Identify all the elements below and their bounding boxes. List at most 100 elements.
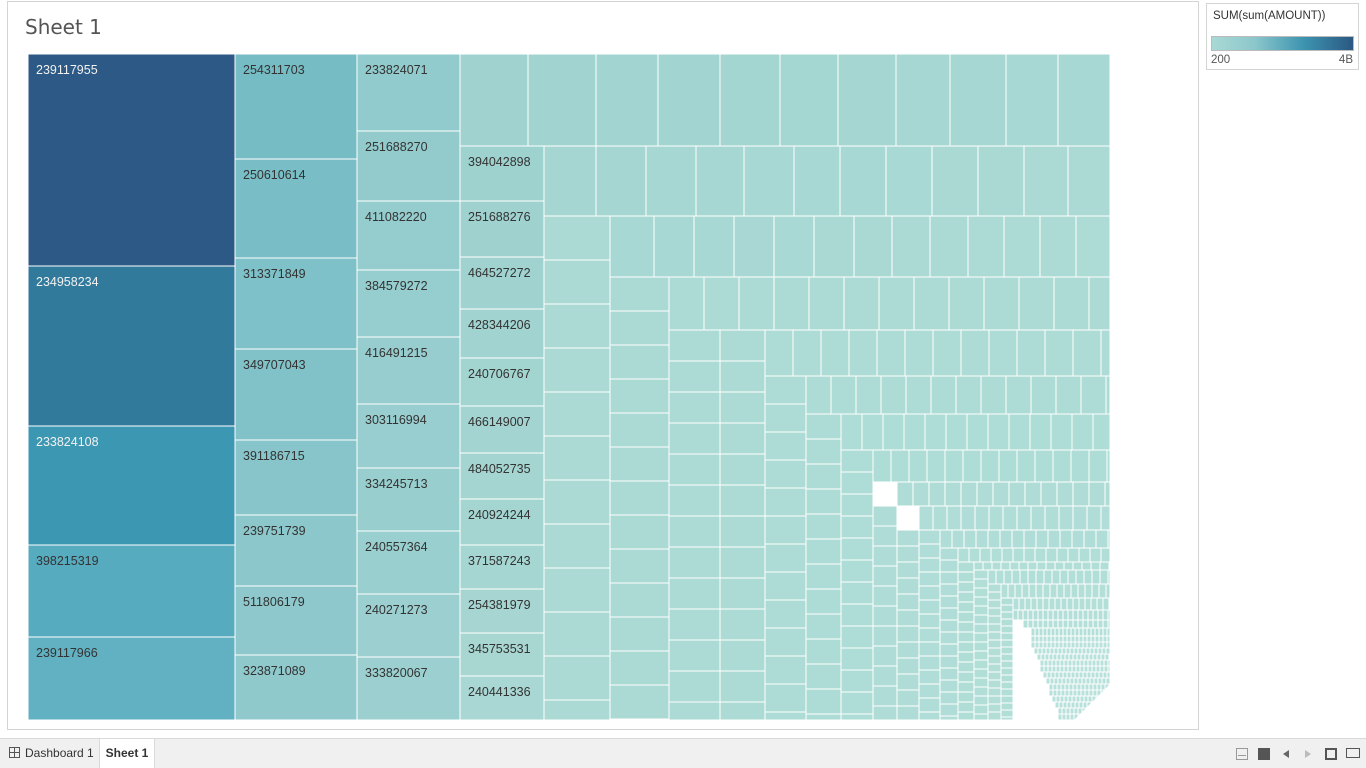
treemap-cell[interactable] (1076, 683, 1082, 691)
tab-dashboard-1[interactable]: Dashboard 1 (5, 739, 97, 768)
treemap-cell[interactable] (805, 513, 842, 540)
treemap-cell[interactable] (1030, 505, 1046, 531)
treemap-cell[interactable] (939, 619, 959, 633)
treemap-cell[interactable] (1100, 547, 1110, 563)
treemap-cell[interactable] (1045, 547, 1058, 563)
treemap-cell[interactable] (234, 439, 358, 516)
treemap-cell[interactable] (1096, 597, 1104, 611)
treemap-cell[interactable] (957, 651, 975, 663)
treemap-cell[interactable] (1027, 569, 1037, 585)
treemap-cell[interactable] (973, 569, 989, 580)
treemap-cell[interactable] (1055, 665, 1061, 673)
treemap-cell[interactable] (998, 449, 1018, 483)
treemap-cell[interactable] (908, 449, 928, 483)
treemap-cell[interactable] (805, 613, 842, 640)
treemap-cell[interactable] (853, 215, 893, 278)
treemap-cell[interactable] (872, 625, 898, 647)
treemap-cell[interactable] (1038, 627, 1044, 637)
treemap-cell[interactable] (918, 585, 941, 601)
treemap-cell[interactable] (1099, 665, 1105, 673)
treemap-cell[interactable] (653, 215, 695, 278)
treemap-cell[interactable] (840, 413, 863, 451)
treemap-cell[interactable] (987, 413, 1010, 451)
treemap-cell[interactable] (609, 718, 670, 720)
treemap-cell[interactable] (719, 329, 766, 362)
treemap-cell[interactable] (1018, 561, 1029, 571)
treemap-cell[interactable] (951, 529, 965, 549)
treemap-cell[interactable] (764, 431, 807, 461)
treemap-cell[interactable] (1092, 413, 1110, 451)
treemap-cell[interactable] (1097, 677, 1103, 685)
treemap-cell[interactable] (1065, 713, 1071, 720)
treemap-cell[interactable] (980, 375, 1007, 415)
treemap-cell[interactable] (1088, 689, 1094, 697)
treemap-cell[interactable] (764, 599, 807, 629)
treemap-cell[interactable] (1090, 635, 1096, 643)
treemap-cell[interactable] (896, 625, 920, 643)
treemap-cell[interactable] (840, 559, 874, 583)
treemap-cell[interactable] (1106, 635, 1110, 643)
treemap-cell[interactable] (891, 215, 931, 278)
treemap-cell[interactable] (992, 481, 1010, 507)
treemap-cell[interactable] (973, 677, 989, 688)
treemap-cell[interactable] (719, 577, 766, 610)
treemap-cell[interactable] (764, 403, 807, 433)
treemap-cell[interactable] (1094, 627, 1100, 637)
treemap-cell[interactable] (28, 544, 236, 638)
treemap-cell[interactable] (939, 559, 959, 573)
treemap-cell[interactable] (1062, 609, 1069, 621)
treemap-cell[interactable] (1042, 583, 1051, 599)
treemap-cell[interactable] (764, 515, 807, 545)
treemap-cell[interactable] (973, 632, 989, 643)
treemap-cell[interactable] (1059, 665, 1065, 673)
treemap-cell[interactable] (1000, 611, 1014, 620)
treemap-cell[interactable] (1093, 647, 1099, 655)
treemap-cell[interactable] (957, 701, 975, 713)
treemap-cell[interactable] (987, 591, 1002, 601)
treemap-cell[interactable] (1042, 671, 1048, 679)
treemap-cell[interactable] (1108, 653, 1110, 661)
treemap-cell[interactable] (999, 529, 1013, 549)
treemap-cell[interactable] (918, 529, 941, 545)
treemap-cell[interactable] (1062, 701, 1068, 709)
treemap-cell[interactable] (595, 145, 647, 217)
treemap-cell[interactable] (987, 655, 1002, 665)
treemap-cell[interactable] (1074, 635, 1080, 643)
treemap-cell[interactable] (1000, 674, 1014, 683)
treemap-cell[interactable] (595, 54, 659, 147)
treemap-cell[interactable] (773, 276, 810, 331)
treemap-cell[interactable] (918, 669, 941, 685)
treemap-cell[interactable] (1067, 569, 1077, 585)
treemap-cell[interactable] (926, 449, 946, 483)
treemap-cell[interactable] (1005, 375, 1032, 415)
treemap-cell[interactable] (543, 215, 611, 261)
treemap-cell[interactable] (1088, 276, 1110, 331)
treemap-cell[interactable] (939, 583, 959, 597)
treemap-cell[interactable] (1064, 689, 1070, 697)
treemap-cell[interactable] (1000, 702, 1014, 711)
treemap-cell[interactable] (918, 571, 941, 587)
treemap-cell[interactable] (1052, 449, 1072, 483)
treemap-cell[interactable] (1011, 569, 1021, 585)
treemap-cell[interactable] (1038, 635, 1044, 643)
treemap-cell[interactable] (1054, 701, 1060, 709)
treemap-cell[interactable] (872, 705, 898, 720)
treemap-cell[interactable] (543, 611, 611, 657)
treemap-cell[interactable] (918, 599, 941, 615)
treemap-cell[interactable] (1042, 635, 1048, 643)
treemap-cell[interactable] (1067, 695, 1073, 703)
treemap-cell[interactable] (1036, 653, 1042, 661)
treemap-cell[interactable] (543, 655, 611, 701)
treemap-cell[interactable] (976, 481, 994, 507)
treemap-cell[interactable] (1080, 653, 1086, 661)
treemap-cell[interactable] (1092, 653, 1098, 661)
treemap-cell[interactable] (1078, 671, 1084, 679)
treemap-cell[interactable] (1071, 695, 1077, 703)
treemap-cell[interactable] (805, 713, 842, 720)
treemap-cell[interactable] (764, 329, 794, 377)
treemap-cell[interactable] (356, 656, 461, 720)
treemap-cell[interactable] (1043, 569, 1053, 585)
treemap-cell[interactable] (703, 276, 740, 331)
treemap-cell[interactable] (896, 609, 920, 627)
treemap-cell[interactable] (1101, 647, 1107, 655)
